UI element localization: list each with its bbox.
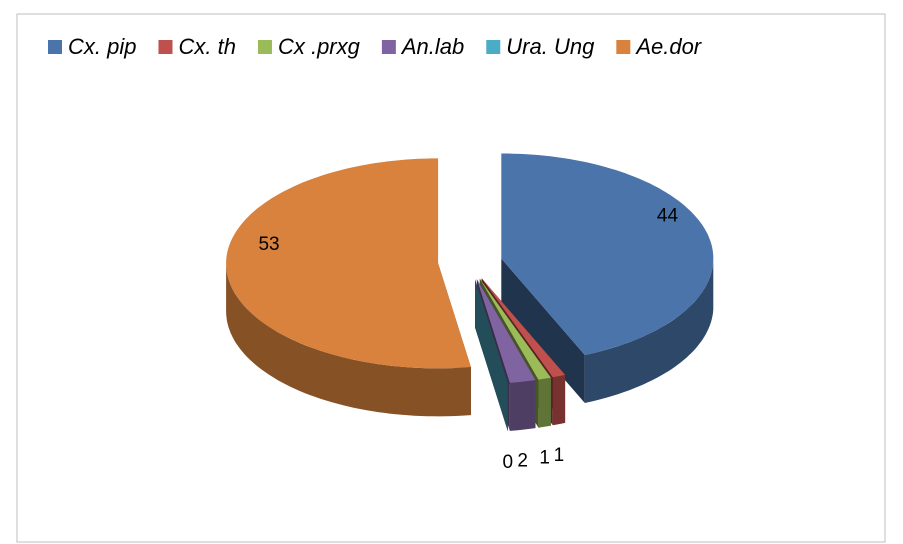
data-label: 1 [539,448,550,469]
slice-side [538,377,551,428]
legend-label: Ura. Ung [506,34,595,59]
legend-label: Cx. th [178,34,235,59]
slice [226,158,471,369]
data-label: 2 [517,451,528,472]
slice-wall [475,279,508,432]
data-label: 0 [503,452,514,473]
legend-swatch [381,40,396,54]
slice [501,153,714,355]
slice [479,278,551,380]
legend-swatch [48,40,62,54]
slice-side [552,374,566,426]
slice-wall [501,258,585,403]
legend-swatch [257,40,272,54]
data-label: 53 [258,234,279,255]
slice-side [226,263,471,417]
legend-label: Ae.dor [634,34,702,59]
slice [226,158,471,417]
slice [501,153,714,403]
slice-side [509,380,536,431]
data-label: 1 [554,445,565,466]
legend-swatch [486,40,501,54]
slice [481,278,566,378]
legend-label: Cx .prxg [278,34,361,59]
legend-label: An.lab [400,34,464,59]
data-label: 44 [657,206,679,227]
slice-side [584,258,714,403]
slice [476,279,536,383]
chart-border [16,13,886,543]
legend-swatch [616,40,631,54]
slice [475,279,508,432]
legend-swatch [158,40,173,54]
legend-label: Cx. pip [68,34,136,59]
